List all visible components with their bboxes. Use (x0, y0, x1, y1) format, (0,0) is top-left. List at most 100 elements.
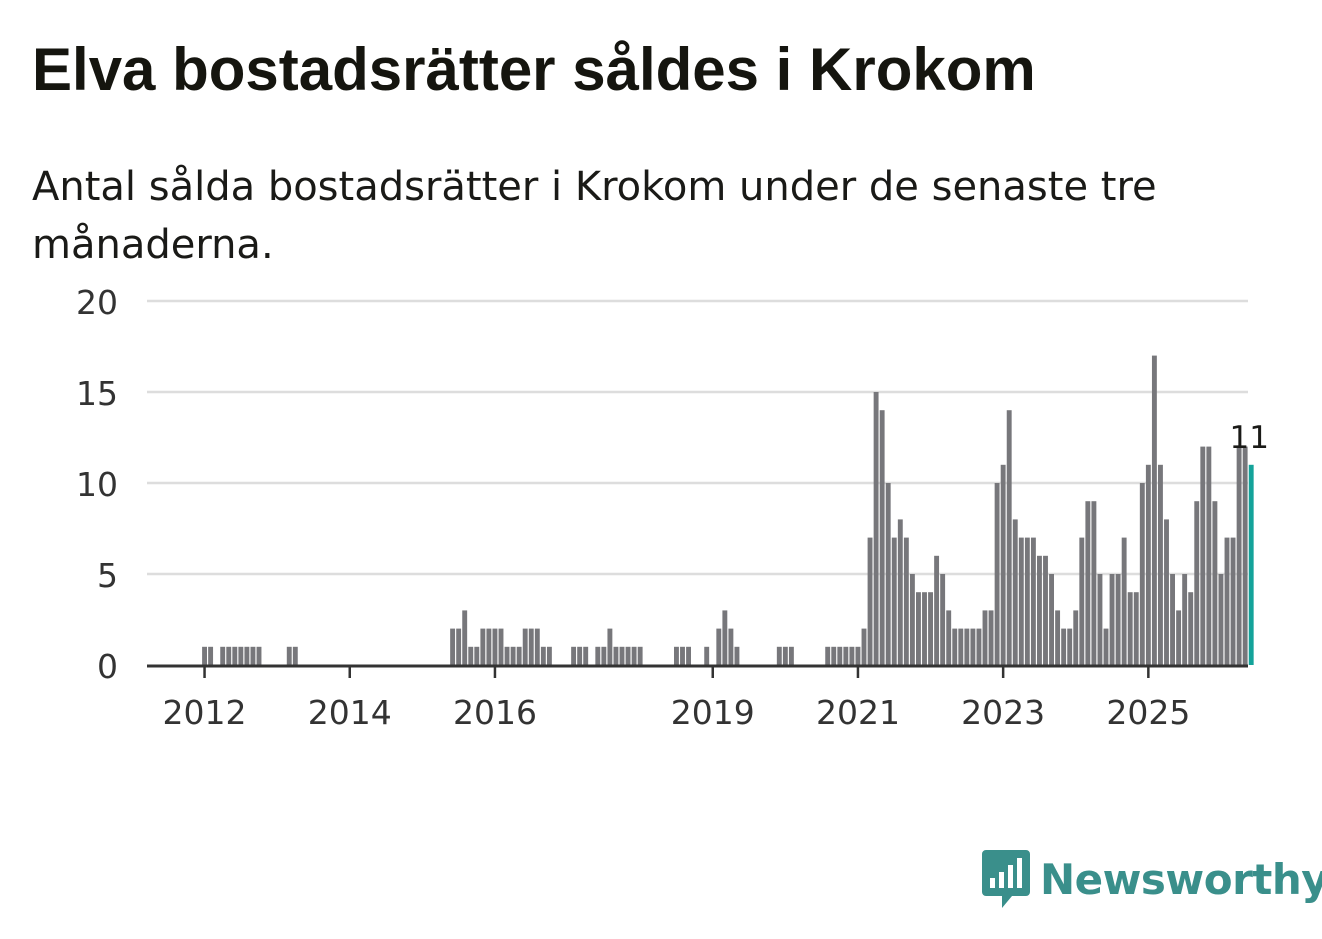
x-tick-label-2023: 2023 (961, 693, 1045, 732)
bar (873, 392, 879, 665)
bar (940, 574, 946, 665)
bar (722, 610, 728, 665)
bar (970, 628, 976, 665)
bar (498, 628, 504, 665)
bar (716, 628, 722, 665)
bar (837, 646, 843, 665)
bar (843, 646, 849, 665)
bar (208, 646, 214, 665)
bar (1170, 574, 1175, 665)
bar (607, 628, 613, 665)
newsworthy-logo-icon (982, 850, 1030, 908)
x-tick-label-2016: 2016 (453, 693, 537, 732)
x-axis (147, 664, 1248, 678)
bar (456, 628, 462, 665)
bars (202, 355, 1254, 665)
bar (1024, 537, 1030, 665)
bar (637, 646, 643, 665)
y-tick-label-10: 10 (76, 465, 118, 504)
bar (220, 646, 226, 665)
bar (903, 537, 909, 665)
bar (202, 646, 207, 665)
bar (1164, 519, 1169, 665)
bar (776, 646, 782, 665)
chart-title: Elva bostadsrätter såldes i Krokom (32, 36, 1036, 103)
x-tick-label-2025: 2025 (1106, 693, 1190, 732)
bar (1176, 610, 1182, 665)
bar (468, 646, 474, 665)
bar (244, 646, 250, 665)
bar (522, 628, 528, 665)
bar (1145, 464, 1151, 665)
bar (1055, 610, 1061, 665)
bar (1133, 592, 1139, 665)
labels: 0 5 10 15 20 2012 2014 2016 2019 2021 2023 2025 11 (76, 283, 1269, 732)
bar (1073, 610, 1079, 665)
x-tick-label-2021: 2021 (816, 693, 900, 732)
bar (879, 410, 885, 665)
bar (534, 628, 540, 665)
bar (958, 628, 964, 665)
chart-subtitle: Antal sålda bostadsrätter i Krokom under… (32, 164, 1157, 268)
bar (1061, 628, 1067, 665)
bar (1242, 446, 1248, 665)
bar (782, 646, 788, 665)
bar (492, 628, 498, 665)
bar (528, 628, 534, 665)
bar (286, 646, 292, 665)
bar (1109, 574, 1115, 665)
y-tick-label-5: 5 (97, 556, 118, 595)
bar (480, 628, 486, 665)
bar (516, 646, 522, 665)
bar (625, 646, 631, 665)
bar (546, 646, 552, 665)
bar (1182, 574, 1188, 665)
bar (976, 628, 982, 665)
bar (1037, 555, 1042, 665)
bar (238, 646, 244, 665)
bar (631, 646, 637, 665)
bar (1067, 628, 1073, 665)
x-tick-label-2019: 2019 (671, 693, 755, 732)
bar (504, 646, 510, 665)
bar (1212, 501, 1218, 665)
bar (1121, 537, 1127, 665)
bar (831, 646, 837, 665)
bar (916, 592, 921, 665)
bar (964, 628, 970, 665)
bar (1012, 519, 1018, 665)
bar (928, 592, 933, 665)
bar (1139, 483, 1145, 665)
bar (734, 646, 740, 665)
bar (1200, 446, 1206, 665)
bar (226, 646, 232, 665)
bar (885, 483, 891, 665)
bar (577, 646, 583, 665)
bar (462, 610, 468, 665)
bar (1006, 410, 1012, 665)
bar (1127, 592, 1133, 665)
bar (601, 646, 607, 665)
bar (897, 519, 903, 665)
bar (583, 646, 589, 665)
bar (952, 628, 958, 665)
bar (292, 646, 298, 665)
bar (1097, 574, 1103, 665)
newsworthy-logo-text: Newsworthy (1040, 854, 1322, 904)
y-tick-label-15: 15 (76, 374, 118, 413)
bar (946, 610, 952, 665)
bar (250, 646, 256, 665)
bar (1030, 537, 1036, 665)
bar (595, 646, 601, 665)
bar (1194, 501, 1200, 665)
bar (934, 555, 940, 665)
x-tick-label-2014: 2014 (308, 693, 392, 732)
y-tick-label-20: 20 (76, 283, 118, 322)
bar (1151, 355, 1157, 665)
data-label-latest: 11 (1229, 420, 1268, 456)
bar (988, 610, 994, 665)
x-tick-label-2012: 2012 (163, 693, 247, 732)
bar (1000, 464, 1006, 665)
bar (1103, 628, 1109, 665)
